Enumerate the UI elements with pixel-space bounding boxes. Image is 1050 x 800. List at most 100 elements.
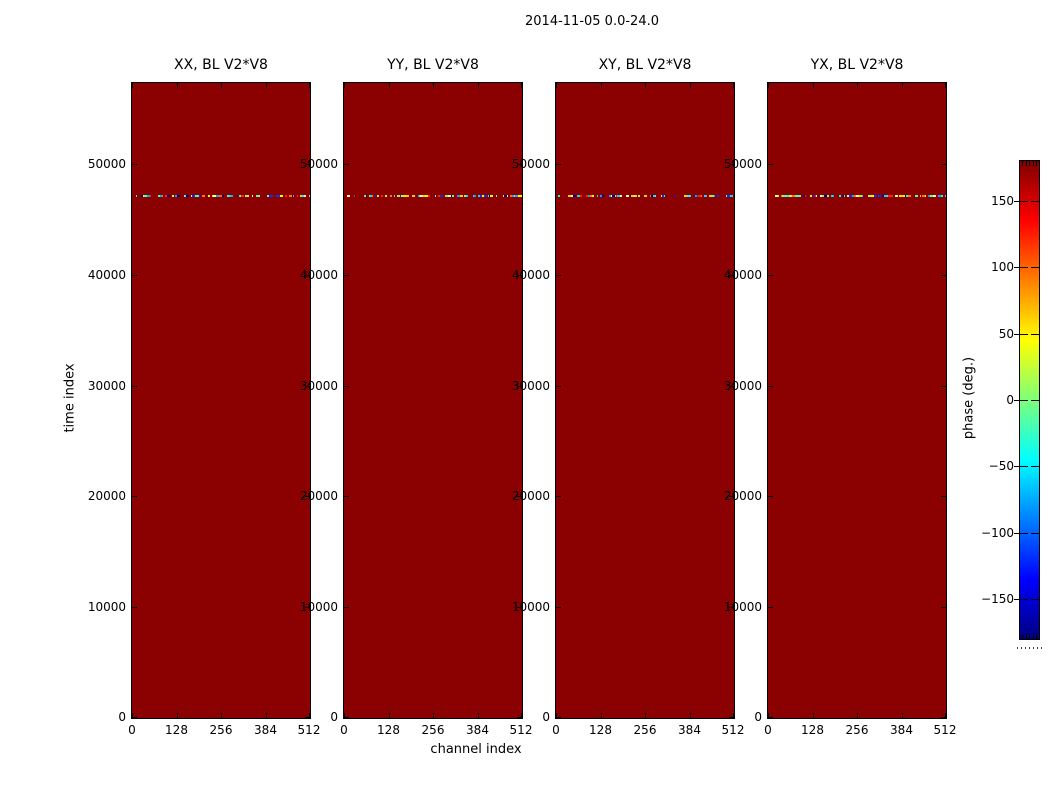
- noise-segment: [354, 195, 355, 197]
- y-tick-label: 50000: [511, 157, 550, 171]
- y-tick-mark: [941, 496, 946, 498]
- y-tick-mark: [556, 274, 561, 276]
- y-tick-mark: [556, 496, 561, 498]
- x-axis-label: channel index: [430, 742, 522, 757]
- y-tick-label: 20000: [723, 489, 762, 504]
- colorbar-minor-tick-top: [1025, 161, 1027, 166]
- x-tick-mark: [176, 83, 178, 88]
- x-tick-mark: [600, 83, 602, 88]
- noise-segment: [781, 195, 782, 197]
- y-tick-mark: [941, 274, 946, 276]
- noise-segment: [882, 195, 884, 197]
- colorbar-tick-mark: [1014, 333, 1028, 335]
- noise-segment: [466, 195, 468, 197]
- noise-segment: [874, 195, 877, 197]
- x-tick-mark: [521, 83, 522, 88]
- noise-segment: [141, 195, 143, 197]
- noise-segment: [213, 195, 216, 197]
- noise-segment: [558, 195, 560, 197]
- noise-segment: [276, 195, 277, 197]
- noise-segment: [903, 195, 905, 197]
- noise-segment: [478, 195, 480, 197]
- noise-segment: [844, 195, 845, 197]
- noise-segment: [294, 195, 295, 197]
- noise-segment: [496, 195, 497, 197]
- noise-segment: [726, 195, 727, 197]
- x-tick-label: 256: [421, 723, 445, 737]
- y-tick-label: 0: [754, 710, 762, 724]
- x-tick-label: 0: [764, 723, 772, 737]
- noise-segment: [150, 195, 151, 197]
- y-tick-label: 50000: [299, 157, 338, 171]
- noise-segment: [908, 195, 910, 197]
- y-tick-mark: [556, 717, 561, 718]
- noise-segment: [186, 195, 189, 197]
- colorbar-tick-mark: [1031, 466, 1039, 468]
- x-tick-mark: [812, 713, 814, 718]
- noise-segment: [252, 195, 253, 197]
- noise-segment: [787, 195, 789, 197]
- noise-segment: [390, 195, 391, 197]
- noise-segment: [616, 195, 617, 197]
- y-tick-mark: [768, 717, 773, 718]
- noise-segment: [925, 195, 926, 197]
- noise-segment: [438, 195, 440, 197]
- subplot-xy-heatmap: XY, BL V2*V8 0 10000 20000 30000 40000 50000 0…: [512, 57, 745, 737]
- noise-segment: [571, 195, 573, 197]
- noise-segment: [404, 195, 405, 197]
- noise-segment: [216, 195, 219, 197]
- noise-segment: [240, 195, 241, 197]
- x-tick-mark: [433, 83, 434, 88]
- noise-segment: [859, 195, 861, 197]
- noise-segment: [195, 195, 198, 197]
- noise-segment: [810, 195, 812, 197]
- noise-segment: [662, 195, 664, 197]
- colorbar: 150 100 50 0 −50 −100 −150: [981, 160, 1044, 649]
- x-tick-label: 512: [933, 723, 957, 737]
- noise-segment: [473, 195, 474, 197]
- y-tick-mark: [344, 274, 349, 276]
- noise-segment: [590, 195, 592, 197]
- x-tick-mark: [768, 713, 769, 718]
- subplot-title: YX, BL V2*V8: [810, 57, 904, 73]
- colorbar-minor-tick-top: [1029, 161, 1031, 166]
- y-tick-label: 40000: [299, 267, 338, 282]
- noise-segment: [901, 195, 903, 197]
- noise-segment: [372, 195, 373, 197]
- colorbar-minor-tick-top: [1036, 161, 1038, 166]
- y-axis-label: time index: [62, 363, 78, 433]
- y-tick-mark: [941, 164, 946, 165]
- y-tick-mark: [729, 274, 734, 276]
- noise-segment: [609, 195, 611, 197]
- noise-segment: [192, 195, 195, 197]
- noise-segment: [684, 195, 687, 197]
- y-tick-mark: [344, 164, 349, 165]
- noise-segment: [202, 195, 205, 197]
- noise-segment: [400, 195, 401, 197]
- y-tick-mark: [729, 496, 734, 498]
- subplot-title: YY, BL V2*V8: [387, 57, 479, 73]
- noise-segment: [280, 195, 283, 197]
- colorbar-minor-tick-bottom: [1022, 634, 1024, 639]
- x-tick-mark: [733, 83, 734, 88]
- noise-segment: [385, 195, 387, 197]
- noise-segment: [452, 195, 454, 197]
- noise-row: [768, 195, 946, 197]
- noise-segment: [888, 195, 891, 197]
- noise-segment: [435, 195, 436, 197]
- noise-segment: [451, 195, 452, 197]
- noise-segment: [397, 195, 399, 197]
- noise-segment: [854, 195, 856, 197]
- x-tick-label: 128: [589, 723, 612, 737]
- noise-segment: [592, 195, 594, 197]
- y-tick-mark: [305, 607, 310, 609]
- colorbar-gradient: [1020, 161, 1039, 639]
- noise-segment: [308, 195, 309, 197]
- noise-segment: [831, 195, 832, 197]
- x-tick-mark: [600, 713, 602, 718]
- noise-segment: [480, 195, 482, 197]
- noise-segment: [484, 195, 487, 197]
- noise-segment: [635, 195, 637, 197]
- y-tick-mark: [517, 385, 522, 387]
- noise-segment: [258, 195, 259, 197]
